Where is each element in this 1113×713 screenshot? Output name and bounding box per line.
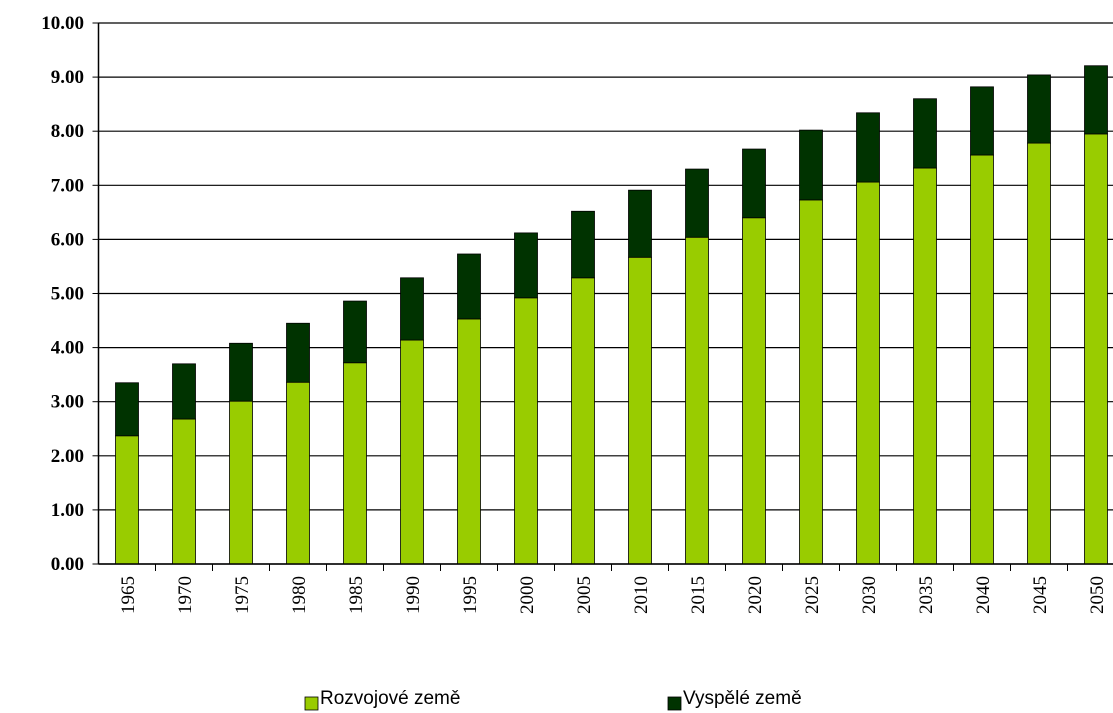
legend-swatch: [304, 696, 319, 711]
bar-segment: [1027, 142, 1051, 565]
x-tick-label: 2035: [916, 576, 937, 614]
bar-segment: [172, 363, 196, 420]
x-tick-label: 2025: [802, 576, 823, 614]
bar-segment: [400, 277, 424, 341]
bar-segment: [742, 217, 766, 565]
x-tick-label: 2040: [973, 576, 994, 614]
bar-segment: [457, 318, 481, 565]
bar-segment: [571, 277, 595, 565]
bar-segment: [514, 297, 538, 565]
y-tick-label: 4.00: [51, 338, 84, 359]
x-tick-label: 1980: [289, 576, 310, 614]
x-tick-label: 2020: [745, 576, 766, 614]
bar-segment: [400, 339, 424, 565]
y-tick-label: 2.00: [51, 446, 84, 467]
x-tick-label: 2030: [859, 576, 880, 614]
bar-segment: [229, 342, 253, 402]
bar-segment: [742, 148, 766, 219]
x-tick-label: 2045: [1030, 576, 1051, 614]
y-tick-label: 1.00: [51, 500, 84, 521]
legend-label: Vyspělé země: [683, 688, 802, 709]
x-tick-label: 2005: [574, 576, 595, 614]
bar-segment: [856, 181, 880, 565]
legend-swatch: [667, 696, 682, 711]
x-tick-label: 2010: [631, 576, 652, 614]
bar-segment: [286, 381, 310, 565]
bar-segment: [457, 253, 481, 320]
x-tick-label: 1995: [460, 576, 481, 614]
x-tick-label: 1990: [403, 576, 424, 614]
y-tick-label: 5.00: [51, 284, 84, 305]
legend-label: Rozvojové země: [320, 688, 460, 709]
bar-segment: [913, 167, 937, 565]
bar-segment: [1084, 65, 1108, 135]
bar-segment: [913, 98, 937, 169]
y-tick-label: 3.00: [51, 392, 84, 413]
x-tick-label: 2000: [517, 576, 538, 614]
y-tick-label: 9.00: [51, 67, 84, 88]
bar-segment: [1084, 133, 1108, 565]
bar-segment: [799, 129, 823, 201]
bar-segment: [286, 322, 310, 383]
x-tick-label: 1970: [175, 576, 196, 614]
bar-segment: [115, 382, 139, 437]
bar-segment: [685, 168, 709, 238]
bar-segment: [628, 189, 652, 258]
bar-segment: [1027, 74, 1051, 144]
x-tick-label: 2050: [1087, 576, 1108, 614]
bar-segment: [799, 199, 823, 565]
bar-segment: [514, 232, 538, 299]
bar-segment: [343, 362, 367, 565]
x-tick-label: 2015: [688, 576, 709, 614]
x-tick-label: 1965: [118, 576, 139, 614]
y-tick-label: 7.00: [51, 175, 84, 196]
bar-segment: [571, 210, 595, 279]
x-tick-label: 1985: [346, 576, 367, 614]
y-tick-label: 6.00: [51, 229, 84, 250]
bar-segment: [343, 300, 367, 364]
x-tick-label: 1975: [232, 576, 253, 614]
bar-segment: [685, 236, 709, 565]
y-tick-label: 10.00: [41, 13, 84, 34]
bar-segment: [970, 154, 994, 565]
y-tick-label: 0.00: [51, 554, 84, 575]
bar-segment: [628, 256, 652, 565]
bar-segment: [970, 86, 994, 156]
bar-segment: [229, 400, 253, 565]
y-tick-label: 8.00: [51, 121, 84, 142]
bar-segment: [856, 112, 880, 183]
bar-segment: [115, 435, 139, 565]
bar-segment: [172, 418, 196, 565]
